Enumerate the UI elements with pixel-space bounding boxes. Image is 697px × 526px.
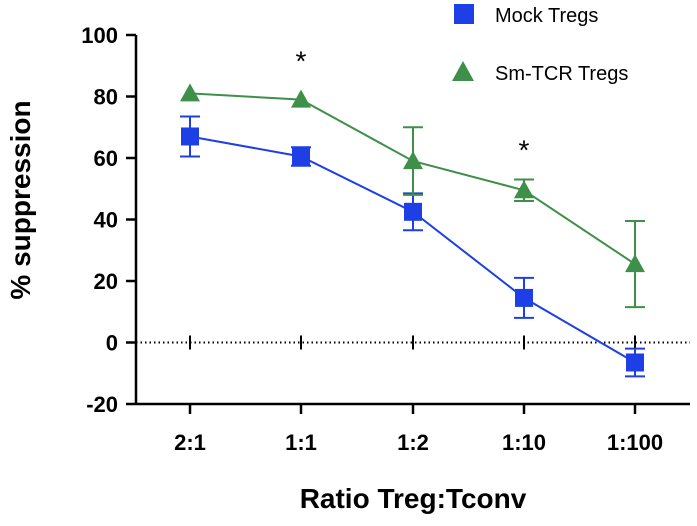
y-tick-label: 60 bbox=[94, 146, 118, 171]
legend-label-mock-tregs: Mock Tregs bbox=[495, 5, 598, 27]
x-axis-title: Ratio Treg:Tconv bbox=[300, 483, 527, 514]
legend-label-sm-tcr-tregs: Sm-TCR Tregs bbox=[495, 63, 628, 85]
series-mock-tregs bbox=[180, 115, 645, 378]
data-point bbox=[180, 83, 200, 102]
significance-asterisk: * bbox=[519, 135, 530, 166]
y-tick-label: 0 bbox=[106, 331, 118, 356]
y-axis-title: % suppression bbox=[5, 100, 36, 299]
legend: Mock Tregs Sm-TCR Tregs bbox=[452, 4, 628, 85]
data-point bbox=[514, 180, 534, 199]
significance-asterisk: * bbox=[296, 46, 307, 77]
legend-marker-sm-tcr-tregs bbox=[452, 61, 474, 81]
y-ticks: -20 0 20 40 60 80 100 bbox=[81, 23, 136, 417]
x-tick-label: 1:1 bbox=[285, 430, 317, 455]
annotations: ** bbox=[296, 46, 530, 166]
data-point bbox=[291, 89, 311, 108]
data-point bbox=[404, 202, 422, 221]
y-tick-label: 40 bbox=[94, 208, 118, 233]
series-sm-tcr-tregs bbox=[180, 83, 645, 309]
legend-marker-mock-tregs bbox=[454, 4, 474, 24]
x-tick-label: 1:100 bbox=[607, 430, 663, 455]
data-point bbox=[292, 147, 310, 166]
y-tick-label: -20 bbox=[86, 392, 118, 417]
data-point bbox=[626, 353, 644, 372]
y-tick-label: 20 bbox=[94, 269, 118, 294]
x-tick-label: 1:10 bbox=[502, 430, 546, 455]
x-tick-label: 2:1 bbox=[174, 430, 206, 455]
x-ticks: 2:1 1:1 1:2 1:10 1:100 bbox=[174, 404, 663, 455]
data-point bbox=[515, 288, 533, 307]
y-tick-label: 100 bbox=[81, 23, 118, 48]
y-tick-label: 80 bbox=[94, 85, 118, 110]
x-tick-label: 1:2 bbox=[397, 430, 429, 455]
zero-reference-line-layer bbox=[136, 335, 690, 350]
data-point bbox=[181, 127, 199, 146]
series bbox=[180, 83, 645, 378]
data-point bbox=[403, 151, 423, 170]
data-point bbox=[625, 254, 645, 273]
